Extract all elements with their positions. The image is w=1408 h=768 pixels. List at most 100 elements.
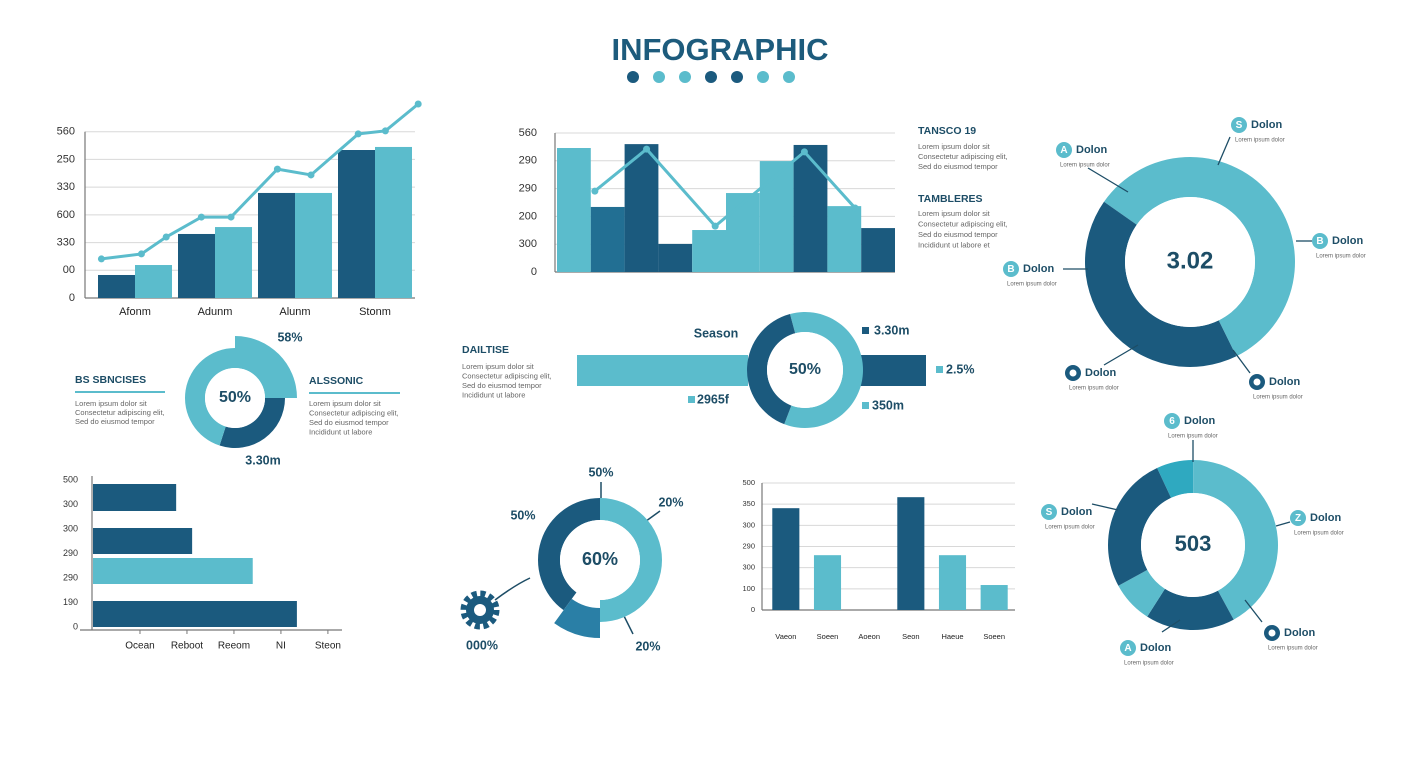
x-tick-label: Reboot <box>171 641 203 652</box>
label-icon-text: A <box>1124 643 1131 654</box>
label-text: Lorem ipsum dolor <box>1294 531 1344 537</box>
panel-text: Sed do eiusmod tempor <box>918 162 998 171</box>
panel-text: Lorem ipsum dolor sit <box>462 362 535 371</box>
y-tick-label: 330 <box>57 236 75 248</box>
x-tick-label: Reeom <box>218 641 250 652</box>
title: INFOGRAPHIC <box>612 32 829 67</box>
center-label: 3.02 <box>1167 247 1214 274</box>
connector <box>494 577 531 601</box>
line-point <box>711 222 719 230</box>
y-tick-label: 100 <box>742 584 755 593</box>
bar <box>178 233 215 298</box>
label-text: Lorem ipsum dolor <box>1124 661 1174 667</box>
label-name: Dolon <box>1269 376 1300 388</box>
donut-segment <box>554 598 600 638</box>
donut-label: Season <box>694 326 738 340</box>
donut-label: 20% <box>635 639 660 653</box>
line-point <box>800 148 808 156</box>
donut-segment <box>746 313 796 425</box>
donut-segment <box>1084 201 1237 368</box>
donut-hole <box>1141 493 1245 597</box>
x-tick-label: Haeue <box>941 632 963 641</box>
line-point <box>97 255 105 263</box>
y-label: 300 <box>63 523 78 533</box>
y-tick-label: 350 <box>742 499 755 508</box>
donut-segment <box>784 312 863 428</box>
band-bar <box>860 355 926 386</box>
label-icon <box>1056 142 1072 158</box>
label-icon <box>1003 261 1019 277</box>
y-tick-label: 500 <box>742 478 755 487</box>
connector <box>1087 167 1129 193</box>
bar <box>624 144 659 272</box>
title-dots <box>627 71 795 83</box>
label-text: Lorem ipsum dolor <box>1268 646 1318 652</box>
label-icon <box>1231 117 1247 133</box>
dot <box>627 71 639 83</box>
label-name: Dolon <box>1061 506 1092 518</box>
donut-label: 20% <box>658 495 683 509</box>
label-icon-text: S <box>1046 507 1053 518</box>
panel-text: Sed do eiusmod tempor <box>462 381 542 390</box>
label-name: Dolon <box>1076 144 1107 156</box>
label-text: Lorem ipsum dolor <box>1045 525 1095 531</box>
line <box>101 102 420 261</box>
panel-text: Lorem ipsum dolor sit <box>75 399 148 408</box>
dot <box>705 71 717 83</box>
center-label: 60% <box>582 549 618 569</box>
connector <box>1244 599 1263 623</box>
label-name: Dolon <box>1284 627 1315 639</box>
label-icon <box>1164 413 1180 429</box>
bar <box>938 555 967 610</box>
bar <box>980 585 1008 610</box>
donut-segment <box>1193 460 1278 620</box>
panel-title: ALSSONIC <box>309 375 364 387</box>
label-text: Lorem ipsum dolor <box>1235 138 1285 144</box>
label-icon-text: Z <box>1295 513 1301 524</box>
line-point <box>273 165 281 173</box>
panel-title: TAMBLERES <box>918 193 983 205</box>
bar <box>93 558 253 584</box>
y-tick-label: 290 <box>742 541 755 550</box>
x-tick-label: Seon <box>902 632 920 641</box>
panel-text: Incididunt ut labore et <box>918 240 991 249</box>
donut-segment <box>219 398 285 448</box>
panel-text: Incididunt ut labore <box>462 390 525 399</box>
panel-title: TANSCO 19 <box>918 125 976 137</box>
donut-segment <box>1108 467 1172 586</box>
panel-text: Consectetur adipiscing elit, <box>462 371 552 380</box>
line-point <box>851 204 859 212</box>
legend-square <box>862 327 869 334</box>
dot <box>757 71 769 83</box>
line-point <box>591 187 599 195</box>
bar <box>726 193 760 272</box>
line-point <box>414 100 422 108</box>
panel-title: BS SBNCISES <box>75 374 146 386</box>
bar <box>861 228 895 272</box>
donut-segment <box>1103 157 1295 357</box>
connector <box>1103 344 1139 366</box>
x-tick-label: Steon <box>315 641 341 652</box>
donut-hole <box>1125 197 1255 327</box>
x-tick-label: Soeen <box>983 632 1005 641</box>
y-tick-label: 0 <box>751 605 755 614</box>
label-text: Lorem ipsum dolor <box>1069 386 1119 392</box>
donut-label: 50% <box>588 465 613 479</box>
bar <box>759 161 794 272</box>
panel-text: Consectetur adipiscing elit, <box>309 408 399 417</box>
x-tick-label: Soeen <box>817 632 839 641</box>
bar <box>93 601 297 627</box>
line-point <box>307 171 315 179</box>
line-point <box>381 127 389 135</box>
label-icon <box>1290 510 1306 526</box>
x-tick-label: Alunm <box>279 306 310 318</box>
label-text: Lorem ipsum dolor <box>1168 434 1218 440</box>
y-label: 300 <box>63 499 78 509</box>
label-icon-dot <box>1069 369 1077 377</box>
x-tick-label: Adunm <box>198 306 233 318</box>
y-tick-label: 290 <box>519 183 537 195</box>
donut-label: 58% <box>277 330 302 344</box>
center-label: 50% <box>219 389 251 406</box>
label-name: Dolon <box>1251 119 1282 131</box>
